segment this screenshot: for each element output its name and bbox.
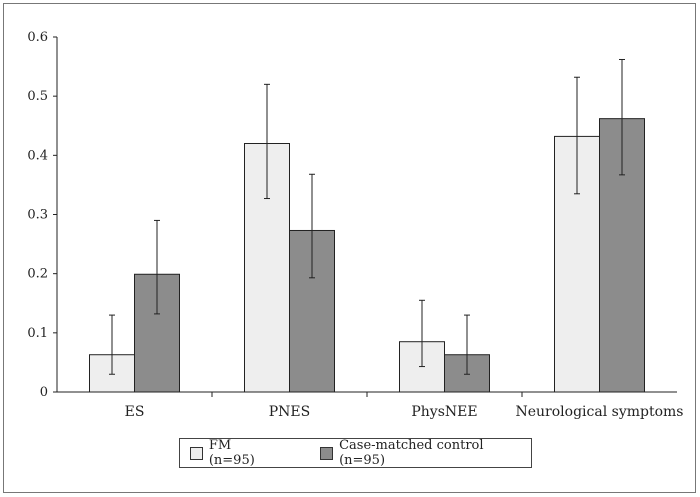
legend-item-control: Case-matched control (n=95)	[320, 438, 531, 468]
y-tick-label: 0.6	[27, 30, 48, 45]
x-tick-label: PhysNEE	[411, 404, 477, 420]
y-tick-label: 0.3	[27, 208, 48, 223]
legend: FM (n=95) Case-matched control (n=95)	[179, 438, 532, 468]
legend-label-control: Case-matched control (n=95)	[339, 438, 484, 468]
legend-item-fm: FM (n=95)	[190, 438, 280, 468]
y-tick-label: 0.4	[27, 148, 48, 163]
error-bars	[109, 58, 625, 375]
y-tick-label: 0	[40, 385, 48, 400]
y-tick-label: 0.5	[27, 89, 48, 104]
x-tick-label: ES	[125, 404, 145, 420]
chart-frame	[3, 3, 696, 493]
y-tick-label: 0.2	[27, 267, 48, 282]
x-tick-label: PNES	[269, 404, 310, 420]
legend-swatch-control	[320, 446, 334, 460]
x-tick-label: Neurological symptoms	[516, 404, 684, 420]
legend-label-fm: FM (n=95)	[208, 438, 255, 468]
axis-labels: 0 0.1 0.2 0.3 0.4 0.5 0.6 ES PNES PhysNEE Neurolog…	[27, 30, 683, 420]
legend-swatch-fm	[190, 446, 203, 460]
bars	[89, 118, 645, 393]
y-tick-label: 0.1	[27, 326, 48, 341]
